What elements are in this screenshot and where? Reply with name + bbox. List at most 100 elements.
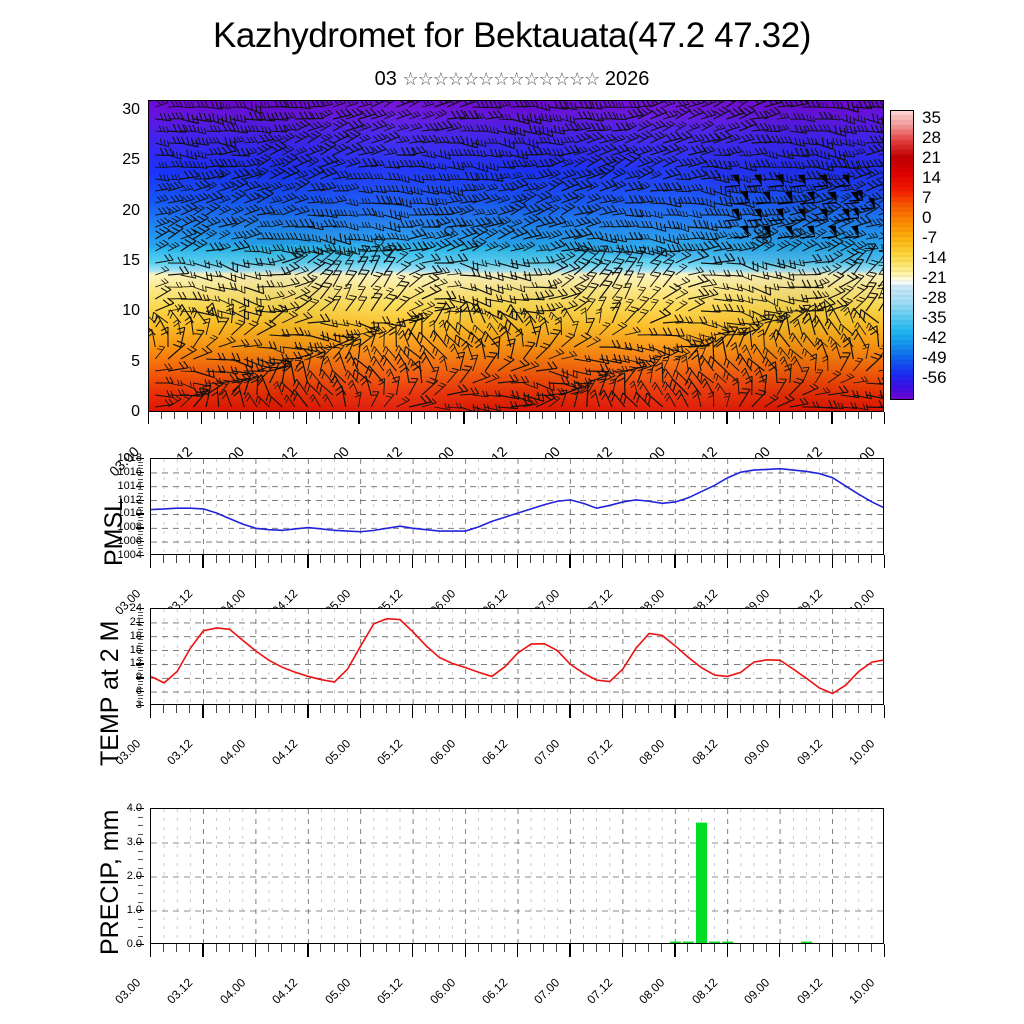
y-minor-tick bbox=[138, 701, 143, 703]
x-minor-tick bbox=[215, 555, 217, 563]
x-minor-tick bbox=[502, 412, 504, 419]
y-major-tick bbox=[136, 621, 144, 624]
y-major-tick bbox=[136, 485, 144, 487]
x-minor-tick bbox=[437, 412, 439, 419]
x-minor-tick bbox=[844, 944, 846, 952]
y-major-tick bbox=[136, 499, 144, 501]
x-minor-tick bbox=[555, 412, 557, 419]
y-tick-label: 0.0 bbox=[126, 938, 142, 950]
y-minor-tick bbox=[138, 687, 143, 689]
x-major-tick bbox=[831, 555, 833, 568]
x-minor-tick bbox=[189, 705, 191, 713]
x-minor-tick bbox=[187, 412, 189, 419]
x-minor-tick bbox=[372, 944, 374, 952]
x-minor-tick bbox=[503, 555, 505, 563]
x-minor-tick bbox=[857, 705, 859, 713]
x-minor-tick bbox=[176, 555, 178, 563]
x-minor-tick bbox=[595, 944, 597, 952]
x-minor-tick bbox=[752, 555, 754, 563]
x-minor-tick bbox=[530, 555, 532, 563]
y-minor-tick bbox=[138, 660, 143, 661]
y-minor-tick bbox=[138, 901, 143, 903]
x-minor-tick bbox=[320, 555, 322, 563]
x-minor-tick bbox=[818, 705, 820, 713]
x-minor-tick bbox=[240, 412, 241, 419]
y-minor-tick bbox=[138, 694, 143, 696]
x-minor-tick bbox=[739, 705, 741, 713]
x-minor-tick bbox=[543, 555, 545, 563]
y-tick-label: 1018 bbox=[117, 452, 142, 464]
y-major-tick bbox=[136, 876, 144, 878]
y-minor-tick bbox=[138, 666, 143, 668]
y-major-tick bbox=[136, 944, 144, 946]
x-minor-tick bbox=[648, 705, 650, 713]
subtitle-month-glyphs: ☆☆☆☆☆☆☆☆☆☆☆☆☆ bbox=[402, 69, 600, 89]
x-minor-tick bbox=[661, 705, 663, 713]
x-major-tick bbox=[621, 555, 624, 568]
x-minor-tick bbox=[818, 555, 820, 563]
wind-barb-field bbox=[149, 101, 883, 411]
x-minor-tick bbox=[805, 555, 807, 563]
colorbar-tick-label: -21 bbox=[922, 268, 947, 287]
x-tick-label: 06.00 bbox=[426, 736, 458, 768]
x-major-tick bbox=[674, 944, 676, 957]
x-minor-tick bbox=[792, 944, 794, 952]
y-minor-tick bbox=[138, 698, 143, 700]
main-y-tick-label: 5 bbox=[131, 352, 140, 370]
x-minor-tick bbox=[477, 555, 479, 563]
y-major-tick bbox=[136, 471, 144, 474]
x-minor-tick bbox=[450, 412, 452, 419]
y-minor-tick bbox=[138, 520, 143, 522]
y-minor-tick bbox=[138, 482, 143, 484]
x-minor-tick bbox=[174, 412, 176, 419]
y-minor-tick bbox=[138, 516, 143, 518]
x-minor-tick bbox=[870, 412, 872, 419]
x-major-tick bbox=[569, 555, 571, 568]
y-tick-label: 1006 bbox=[117, 535, 142, 548]
y-minor-tick bbox=[138, 496, 143, 498]
x-minor-tick bbox=[686, 412, 688, 419]
x-tick-label: 07.00 bbox=[531, 736, 563, 768]
y-minor-tick bbox=[138, 632, 143, 634]
x-major-tick bbox=[726, 555, 729, 568]
colorbar-tick-label: -14 bbox=[922, 248, 947, 267]
x-minor-tick bbox=[766, 705, 767, 713]
x-major-tick bbox=[200, 412, 202, 424]
precip-canvas bbox=[151, 809, 883, 943]
x-minor-tick bbox=[215, 705, 217, 713]
x-minor-tick bbox=[647, 412, 649, 419]
y-minor-tick bbox=[138, 850, 143, 852]
x-minor-tick bbox=[556, 705, 558, 713]
y-minor-tick bbox=[138, 867, 143, 869]
x-minor-tick bbox=[543, 705, 545, 713]
y-tick-label: 2.0 bbox=[126, 870, 142, 882]
x-minor-tick bbox=[594, 412, 596, 419]
x-minor-tick bbox=[752, 705, 754, 713]
x-minor-tick bbox=[385, 705, 387, 713]
pmsl-series-line bbox=[151, 467, 883, 533]
x-minor-tick bbox=[857, 944, 859, 952]
x-major-tick bbox=[884, 705, 886, 718]
y-minor-tick bbox=[138, 816, 143, 818]
colorbar-tick-label: 7 bbox=[922, 188, 932, 207]
x-minor-tick bbox=[189, 944, 191, 952]
main-y-tick-label: 15 bbox=[122, 252, 140, 269]
x-minor-tick bbox=[739, 555, 741, 563]
x-tick-label: 05.12 bbox=[374, 736, 406, 768]
x-minor-tick bbox=[215, 944, 217, 952]
x-minor-tick bbox=[713, 944, 715, 952]
x-tick-label: 08.12 bbox=[688, 736, 721, 768]
x-minor-tick bbox=[503, 705, 505, 713]
x-minor-tick bbox=[399, 705, 400, 713]
x-major-tick bbox=[150, 555, 152, 568]
y-tick-label: 1008 bbox=[117, 521, 142, 534]
x-major-tick bbox=[621, 944, 624, 957]
colorbar-tick-label: -49 bbox=[922, 348, 947, 367]
x-minor-tick bbox=[661, 555, 663, 563]
x-minor-tick bbox=[792, 412, 793, 419]
x-minor-tick bbox=[687, 944, 689, 952]
x-major-tick bbox=[254, 555, 257, 568]
x-minor-tick bbox=[687, 555, 689, 563]
x-major-tick bbox=[464, 705, 466, 718]
